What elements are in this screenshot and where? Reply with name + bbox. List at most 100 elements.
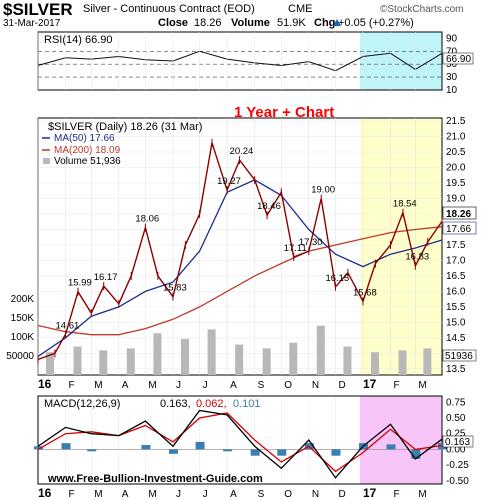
macd-xtick-label: N: [312, 489, 319, 500]
rsi-ytick-label: 70: [446, 46, 458, 57]
price-annotation: 15.99: [68, 278, 92, 289]
price-ytick-label: 21.0: [446, 132, 466, 143]
up-arrow-icon: [333, 19, 341, 26]
price-annotation: 18.46: [257, 201, 281, 212]
price-ytick-label: 19.5: [446, 178, 466, 189]
macd-ytick-label: 0.50: [446, 413, 466, 424]
macd-last-value: 0.163: [445, 437, 470, 448]
price-xtick-label: N: [312, 380, 319, 391]
macd-xtick-label: 17: [363, 486, 377, 500]
volume-bar: [207, 329, 216, 375]
price-annotation: 14.61: [56, 320, 80, 331]
price-ytick-label: 20.0: [446, 163, 466, 174]
macd-xtick-label: 16: [38, 486, 52, 500]
date: 31-Mar-2017: [3, 18, 61, 29]
macd-histogram-bar: [168, 449, 178, 454]
macd-label-prefix: MACD(12,26,9): [44, 398, 120, 410]
volume-bar: [235, 344, 244, 375]
price-xtick-label: J: [203, 380, 208, 391]
macd-histogram-bar: [250, 449, 260, 456]
price-ytick-label: 15.0: [446, 317, 466, 328]
volume-bar: [370, 352, 379, 375]
ma50-value-box: [442, 221, 477, 235]
macd-histogram-bar: [386, 444, 396, 450]
price-annotation: 18.54: [393, 199, 417, 210]
price-xtick-label: A: [122, 380, 129, 391]
rsi-line: [37, 50, 443, 72]
volume-bar: [289, 342, 298, 375]
volume-bar: [343, 346, 352, 375]
price-xtick-label: A: [230, 380, 237, 391]
macd-histogram-bar: [223, 449, 233, 452]
price-xtick-label: M: [148, 380, 156, 391]
ma50-legend: MA(50) 17.66: [54, 133, 115, 144]
close-label: Close: [158, 17, 188, 29]
price-ytick-label: 21.5: [446, 116, 466, 127]
volume-bar: [99, 350, 108, 375]
macd-histogram-bar: [331, 449, 341, 456]
volume-ytick-label: 200K: [11, 294, 35, 305]
price-yellow-zone: [360, 118, 442, 375]
ma200-legend: MA(200) 18.09: [54, 145, 121, 156]
rsi-ytick-label: 30: [446, 72, 458, 83]
macd-ytick-label: 0.25: [446, 429, 466, 440]
volume-bar: [262, 348, 271, 375]
macd-histogram-bar: [61, 443, 71, 450]
rsi-panel: 90 70 50 30 10 66.90 RSI(14) 66.90: [37, 31, 474, 96]
macd-ytick-label: 0.00: [446, 444, 466, 455]
macd-line: [37, 409, 443, 479]
signal-line: [37, 412, 443, 473]
price-ytick-label: 16.0: [446, 286, 466, 297]
volume-bar: [126, 348, 135, 375]
price-annotation: 17.30: [299, 237, 323, 248]
macd-xtick-label: A: [230, 489, 237, 500]
macd-histogram-bar: [277, 449, 287, 456]
price-annotation: 20.24: [230, 146, 254, 157]
macd-xtick-label: F: [394, 489, 400, 500]
price-ytick-label: 19.0: [446, 194, 466, 205]
macd-xtick-label: D: [338, 489, 345, 500]
macd-xtick-label: S: [258, 489, 265, 500]
price-xtick-label: 16: [38, 377, 52, 391]
annotation-text: 1 Year + Chart: [234, 104, 334, 121]
price-annotation: 17.11: [284, 243, 307, 254]
rsi-value-box: [442, 52, 474, 65]
macd-xtick-label: O: [284, 489, 292, 500]
exchange: CME: [288, 3, 313, 15]
volume-bar: [398, 350, 407, 375]
macd-ytick-label: 0.75: [446, 397, 466, 408]
macd-xtick-label: J: [203, 489, 208, 500]
volume-bar: [73, 346, 82, 375]
stockcharts-logo: ©StockCharts.com: [380, 4, 464, 15]
macd-histogram-bar: [195, 441, 205, 450]
macd-histogram-bar: [411, 449, 421, 459]
volume-legend-swatch: [43, 158, 50, 164]
ma50-line: [37, 179, 443, 357]
price-annotation: 16.83: [405, 252, 429, 263]
price-xtick-label: F: [69, 380, 75, 391]
volume-label: Volume: [231, 17, 270, 29]
chg-label: Chg: [314, 17, 336, 29]
price-annotation: 16.17: [94, 272, 118, 283]
volume-last-label: 51936: [445, 351, 473, 362]
volume-value: 51.9K: [277, 17, 306, 29]
price-xtick-label: S: [258, 380, 265, 391]
macd-histogram-bar: [34, 446, 43, 450]
macd-ytick-label: -0.50: [446, 476, 469, 487]
price-xtick-label: O: [284, 380, 292, 391]
macd-xtick-label: M: [148, 489, 156, 500]
macd-histogram-bar: [438, 443, 447, 450]
macd-xtick-label: A: [122, 489, 129, 500]
volume-bar: [180, 338, 189, 375]
macd-xtick-label: F: [69, 489, 75, 500]
macd-xtick-label: M: [94, 489, 102, 500]
volume-value-box: [442, 349, 477, 362]
macd-xtick-label: J: [176, 489, 181, 500]
price-label: $SILVER (Daily) 18.26 (31 Mar): [48, 121, 202, 133]
watermark: www.Free-Bullion-Investment-Guide.com: [47, 473, 263, 485]
price-annotation: 19.00: [311, 185, 335, 196]
volume-ytick-label: 50000: [6, 351, 34, 362]
price-xtick-label: 17: [363, 377, 377, 391]
ma50-value-label: 17.66: [446, 224, 471, 235]
